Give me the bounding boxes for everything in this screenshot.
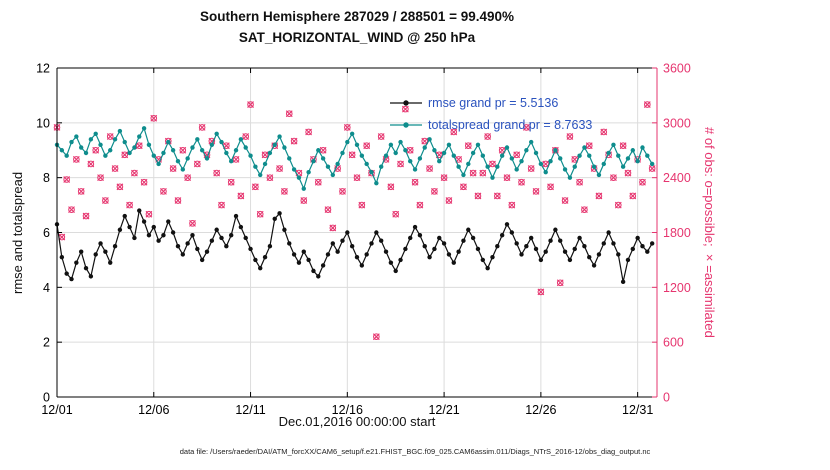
legend-row-totalspread: totalspread grand pr = 8.7633: [390, 114, 592, 136]
chart-title-line1: Southern Hemisphere 287029 / 288501 = 99…: [199, 9, 515, 24]
svg-text:3000: 3000: [663, 116, 691, 130]
legend: rmse grand pr = 5.5136 totalspread grand…: [390, 92, 592, 136]
svg-text:2: 2: [43, 336, 50, 350]
y-axis-left-label: rmse and totalspread: [10, 171, 25, 294]
svg-text:1800: 1800: [663, 226, 691, 240]
svg-text:8: 8: [43, 171, 50, 185]
svg-text:12: 12: [36, 62, 50, 76]
svg-text:1200: 1200: [663, 281, 691, 295]
rmse-line-marker-icon: [390, 100, 422, 106]
svg-text:6: 6: [43, 226, 50, 240]
svg-text:12/11: 12/11: [235, 403, 265, 417]
svg-text:12/26: 12/26: [525, 403, 556, 417]
svg-text:12/01: 12/01: [41, 403, 72, 417]
svg-text:12/21: 12/21: [428, 403, 459, 417]
svg-text:0: 0: [663, 391, 670, 405]
chart-title-line2: SAT_HORIZONTAL_WIND @ 250 hPa: [238, 30, 476, 45]
legend-totalspread-label: totalspread grand pr = 8.7633: [428, 118, 593, 132]
svg-text:3600: 3600: [663, 62, 691, 76]
svg-text:10: 10: [36, 116, 50, 130]
x-axis-label: Dec.01,2016 00:00:00 start: [278, 414, 436, 429]
svg-text:2400: 2400: [663, 171, 691, 185]
svg-text:12/06: 12/06: [138, 403, 169, 417]
svg-text:600: 600: [663, 336, 684, 350]
svg-text:0: 0: [43, 391, 50, 405]
svg-text:4: 4: [43, 281, 50, 295]
legend-row-rmse: rmse grand pr = 5.5136: [390, 92, 592, 114]
y-axis-right-label: # of obs: o=possible; ×=assimilated: [702, 127, 717, 338]
totalspread-line-marker-icon: [390, 122, 422, 128]
svg-text:12/16: 12/16: [332, 403, 363, 417]
svg-text:12/31: 12/31: [622, 403, 653, 417]
data-file-path: data file: /Users/raeder/DAI/ATM_forcXX/…: [179, 447, 651, 456]
chart-title: Southern Hemisphere 287029 / 288501 = 99…: [57, 6, 657, 48]
legend-rmse-label: rmse grand pr = 5.5136: [428, 96, 559, 110]
